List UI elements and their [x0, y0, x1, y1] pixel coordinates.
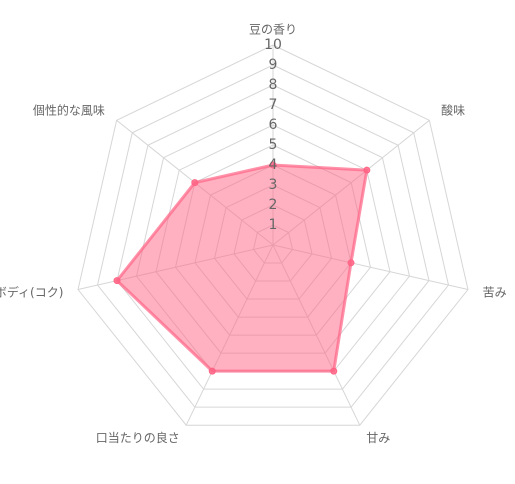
r-tick-label: 6 [269, 117, 278, 133]
data-point [191, 179, 199, 187]
axis-label: 豆の香り [249, 23, 297, 37]
grid-ring [96, 64, 450, 408]
r-tick-label: 3 [269, 177, 278, 193]
data-point [347, 259, 355, 267]
data-area [114, 163, 369, 373]
axis-label: ボディ(コク) [0, 284, 63, 299]
r-tick-label: 1 [269, 217, 278, 233]
data-point [363, 166, 371, 174]
r-tick-label: 9 [269, 57, 278, 73]
axis-label: 個性的な風味 [33, 102, 105, 117]
data-point [208, 367, 216, 375]
grid-ring [77, 44, 469, 426]
r-tick-label: 10 [264, 37, 282, 53]
axis-label: 酸味 [441, 102, 465, 117]
r-tick-label: 8 [269, 77, 278, 93]
grid-ring [116, 84, 430, 390]
axis-label: 苦み [483, 285, 507, 299]
data-point [330, 367, 338, 375]
r-tick-label: 2 [269, 197, 278, 213]
axis-label: 甘み [366, 431, 390, 445]
r-tick-label: 7 [269, 97, 278, 113]
data-point [269, 161, 277, 169]
r-tick-label: 5 [269, 137, 278, 153]
r-tick-label: 4 [269, 157, 278, 173]
data-point [113, 277, 121, 285]
axis-label: 口当たりの良さ [96, 430, 180, 445]
